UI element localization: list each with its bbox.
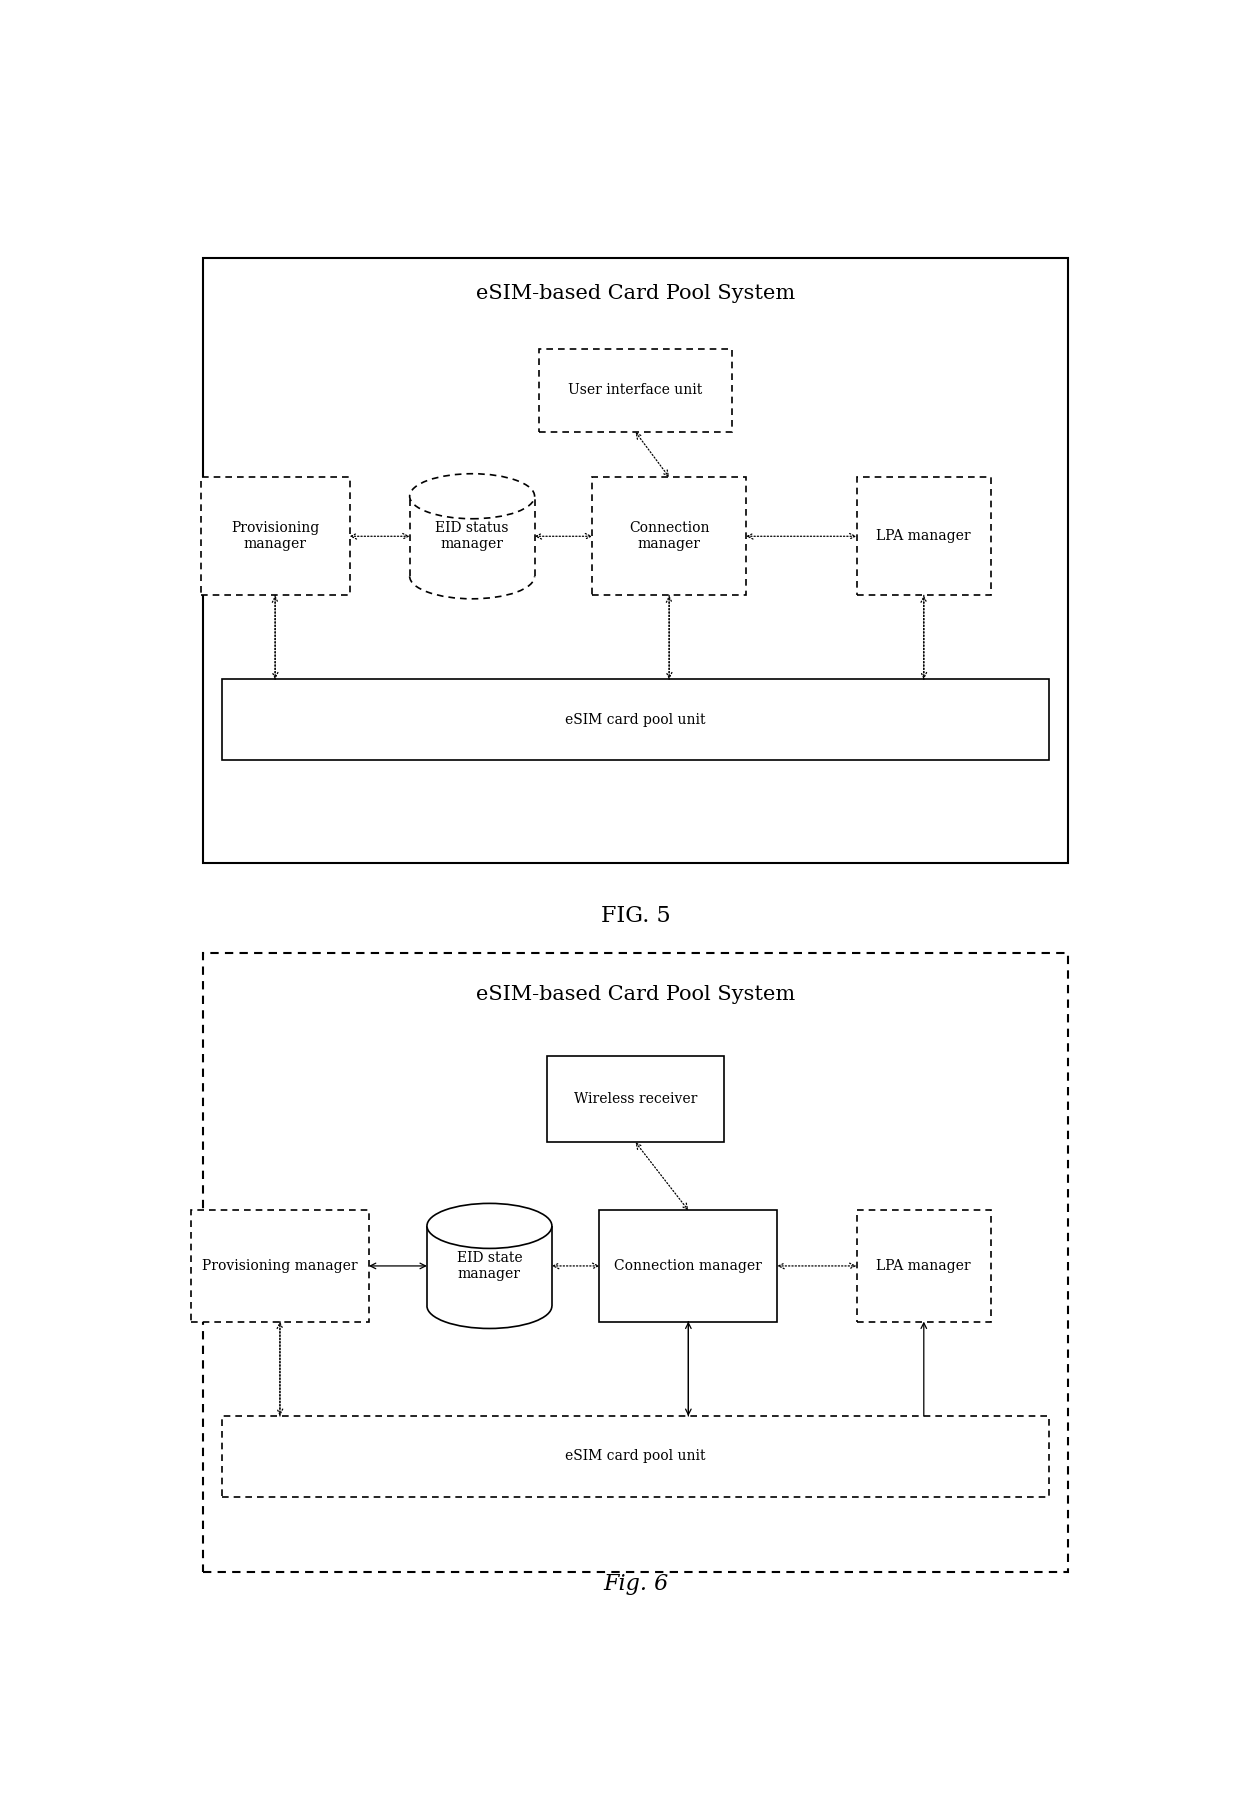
Bar [857, 477, 991, 596]
Bar [222, 679, 1049, 760]
Text: User interface unit: User interface unit [568, 383, 703, 397]
Text: eSIM-based Card Pool System: eSIM-based Card Pool System [476, 986, 795, 1004]
Text: Provisioning manager: Provisioning manager [202, 1258, 358, 1273]
Text: eSIM card pool unit: eSIM card pool unit [565, 1449, 706, 1464]
Text: LPA manager: LPA manager [877, 529, 971, 543]
Bar [547, 1056, 724, 1143]
Text: eSIM card pool unit: eSIM card pool unit [565, 713, 706, 727]
Text: Provisioning
manager: Provisioning manager [231, 522, 319, 551]
Text: Wireless receiver: Wireless receiver [574, 1092, 697, 1106]
Bar [191, 1211, 368, 1321]
Bar [593, 477, 746, 596]
Bar [539, 348, 732, 431]
Text: eSIM-based Card Pool System: eSIM-based Card Pool System [476, 283, 795, 303]
Bar [857, 1211, 991, 1321]
Bar [599, 1211, 777, 1321]
Text: EID state
manager: EID state manager [456, 1251, 522, 1282]
Ellipse shape [409, 473, 534, 518]
Bar [222, 1417, 1049, 1496]
Bar [203, 258, 1068, 863]
Bar [409, 496, 534, 576]
Text: Connection manager: Connection manager [614, 1258, 763, 1273]
Bar [201, 477, 350, 596]
Text: Fig. 6: Fig. 6 [603, 1574, 668, 1596]
Bar [203, 953, 1068, 1572]
Text: Connection
manager: Connection manager [629, 522, 709, 551]
Text: FIG. 5: FIG. 5 [600, 904, 671, 926]
Text: EID status
manager: EID status manager [435, 522, 508, 551]
Bar [427, 1226, 552, 1307]
Text: LPA manager: LPA manager [877, 1258, 971, 1273]
Ellipse shape [427, 1204, 552, 1249]
